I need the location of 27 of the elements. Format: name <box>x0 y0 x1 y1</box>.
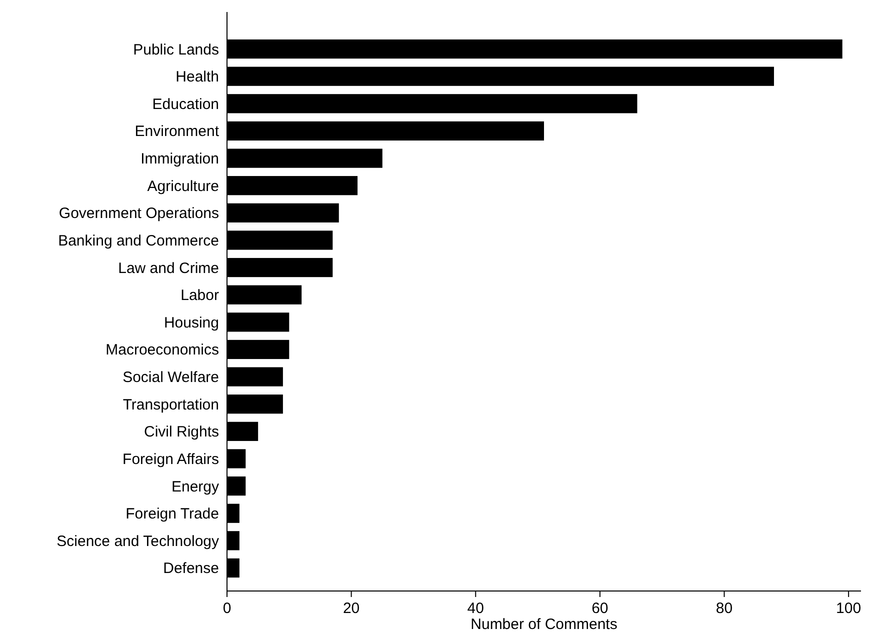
y-tick-label: Defense <box>163 560 219 578</box>
y-tick-label: Education <box>152 96 219 113</box>
y-tick-label: Social Welfare <box>122 369 219 386</box>
x-tick-label: 0 <box>222 600 232 617</box>
y-tick-label: Housing <box>164 314 219 332</box>
y-tick-label: Environment <box>134 123 220 140</box>
x-tick-label: 20 <box>342 600 360 617</box>
x-axis-title: Number of Comments <box>470 616 618 633</box>
y-tick-label: Civil Rights <box>144 424 219 441</box>
x-tick-label: 60 <box>592 600 608 617</box>
y-tick-label: Public Lands <box>133 41 219 58</box>
y-tick-label: Law and Crime <box>118 260 219 277</box>
y-tick-label: Government Operations <box>58 205 219 222</box>
y-tick-label: Labor <box>180 287 219 304</box>
y-tick-label: Foreign Affairs <box>122 450 219 468</box>
y-tick-label: Immigration <box>140 150 219 168</box>
y-tick-label: Health <box>176 68 219 86</box>
y-tick-label: Banking and Commerce <box>58 232 219 250</box>
x-tick-label: 80 <box>716 600 733 617</box>
y-tick-label: Foreign Trade <box>126 506 219 523</box>
y-tick-label: Agriculture <box>147 178 219 195</box>
x-tick-label: 100 <box>836 600 862 617</box>
y-tick-label: Energy <box>171 478 220 496</box>
y-tick-label: Transportation <box>122 396 219 414</box>
y-tick-label: Science and Technology <box>56 532 220 550</box>
y-tick-label: Macroeconomics <box>106 342 219 359</box>
x-tick-label: 40 <box>467 600 484 617</box>
